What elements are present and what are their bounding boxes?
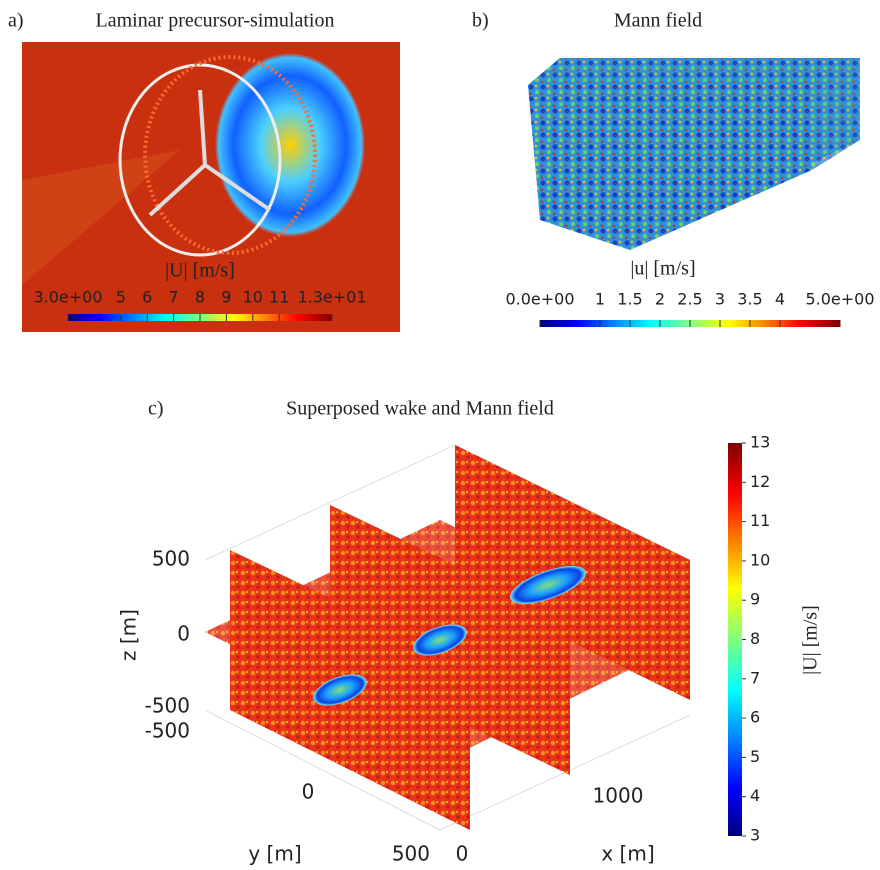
colorbar-tick-label: 7 <box>750 668 760 687</box>
axis-tick-label: -500 <box>145 719 190 743</box>
axis-label: z [m] <box>117 609 141 661</box>
colorbar-tick-label: 1 <box>595 290 605 309</box>
colorbar-tick-label: 11 <box>269 288 289 307</box>
box-front <box>528 85 812 250</box>
panel-letter: a) <box>8 10 24 32</box>
colorbar-label: |u| [m/s] <box>630 258 695 280</box>
axis-tick-label: 0 <box>177 622 190 646</box>
colorbar-tick-label: 2.5 <box>677 290 702 309</box>
colorbar-label: |U| [m/s] <box>800 605 822 675</box>
box-top <box>528 58 860 85</box>
colorbar-tick-label: 7 <box>169 288 179 307</box>
axis-tick-label: 0 <box>456 842 469 866</box>
axis-tick-label: -500 <box>145 694 190 718</box>
axis-label: x [m] <box>601 842 654 866</box>
panel-title: Laminar precursor-simulation <box>96 10 335 32</box>
colorbar-tick-label: 2 <box>655 290 665 309</box>
colorbar <box>728 443 742 836</box>
axis-tick-label: 1000 <box>593 784 644 808</box>
axis-tick-label: 0 <box>302 780 315 804</box>
colorbar-tick-label: 11 <box>750 511 770 530</box>
colorbar-tick-label: 0.0e+00 <box>505 290 574 309</box>
panel-title: Mann field <box>614 10 702 32</box>
colorbar-tick-label: 5 <box>116 288 126 307</box>
rotor-disc <box>215 53 365 237</box>
colorbar-tick-label: 3 <box>750 826 760 845</box>
axis-label: y [m] <box>248 842 301 866</box>
colorbar-label: |U| [m/s] <box>165 260 235 282</box>
colorbar-tick-label: 1.5 <box>617 290 642 309</box>
colorbar-tick-label: 6 <box>142 288 152 307</box>
panel-letter: b) <box>472 10 489 32</box>
axis-tick-label: 500 <box>392 842 430 866</box>
colorbar-tick-label: 13 <box>750 433 770 452</box>
axis-tick-label: 500 <box>152 547 190 571</box>
panel-title: Superposed wake and Mann field <box>286 398 554 420</box>
colorbar-tick-label: 9 <box>221 288 231 307</box>
colorbar-tick-label: 10 <box>243 288 263 307</box>
colorbar-tick-label: 12 <box>750 472 770 491</box>
panel-letter: c) <box>148 398 164 420</box>
colorbar-tick-label: 10 <box>750 550 770 569</box>
colorbar-tick-label: 6 <box>750 708 760 727</box>
colorbar-tick-label: 3.0e+00 <box>33 288 102 307</box>
colorbar-tick-label: 3.5 <box>737 290 762 309</box>
colorbar-tick-label: 1.3e+01 <box>297 288 366 307</box>
colorbar-tick-label: 3 <box>715 290 725 309</box>
colorbar-tick-label: 4 <box>775 290 785 309</box>
colorbar-tick-label: 5.0e+00 <box>805 290 874 309</box>
colorbar-tick-label: 9 <box>750 590 760 609</box>
colorbar-tick-label: 4 <box>750 786 760 805</box>
colorbar-tick-label: 5 <box>750 747 760 766</box>
colorbar-tick-label: 8 <box>750 629 760 648</box>
colorbar-tick-label: 8 <box>195 288 205 307</box>
figure: a) Laminar precursor-simulation |U| [m/s… <box>0 0 880 866</box>
